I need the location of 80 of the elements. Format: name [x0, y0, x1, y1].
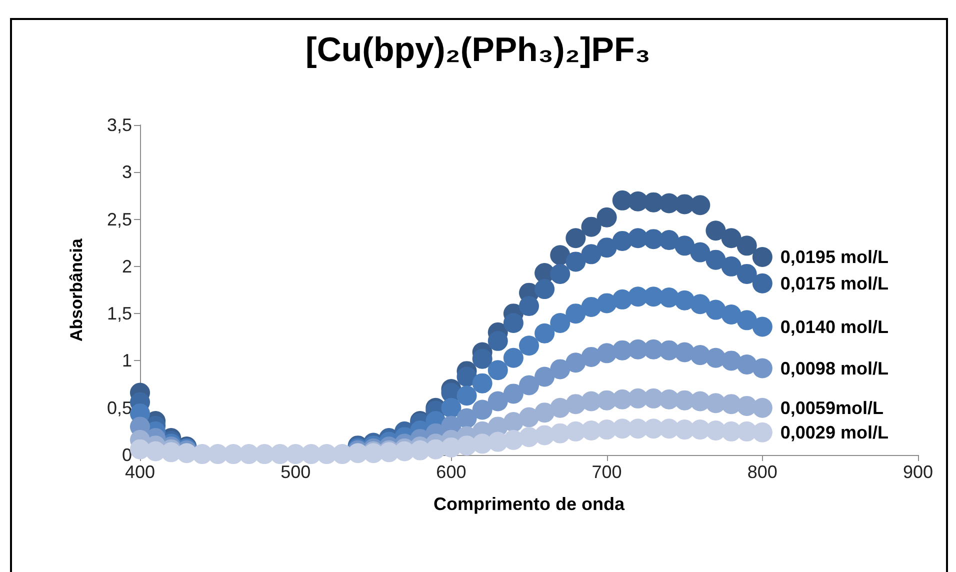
- point: [456, 366, 477, 387]
- point: [690, 294, 710, 314]
- y-axis-title: Absorbância: [67, 238, 86, 342]
- series-label: 0,0098 mol/L: [780, 358, 888, 378]
- x-tick-label: 800: [747, 462, 778, 482]
- point: [596, 207, 617, 228]
- point: [566, 252, 586, 272]
- point: [752, 398, 772, 418]
- x-tick-label: 400: [124, 462, 156, 482]
- y-tick-label: 0: [122, 445, 132, 465]
- point: [456, 386, 477, 406]
- y-tick-label: 2,5: [106, 209, 132, 230]
- point: [488, 391, 508, 412]
- y-tick-label: 0,5: [106, 398, 132, 418]
- point: [674, 290, 695, 310]
- point: [488, 360, 508, 380]
- y-tick-label: 1: [122, 350, 132, 371]
- y-tick-label: 1,5: [106, 304, 132, 324]
- point: [581, 216, 602, 237]
- point: [736, 236, 757, 256]
- point: [566, 228, 586, 248]
- point: [441, 398, 462, 418]
- series-label: 0,0029 mol/L: [780, 422, 888, 442]
- point: [706, 300, 726, 320]
- point: [566, 304, 586, 324]
- point: [596, 238, 617, 258]
- point: [534, 402, 555, 423]
- point: [534, 323, 555, 344]
- x-tick-label: 900: [902, 462, 934, 482]
- point: [721, 256, 742, 276]
- point: [690, 195, 710, 216]
- point: [690, 242, 710, 262]
- point: [519, 375, 539, 396]
- point: [736, 264, 757, 284]
- series-label: 0,0175 mol/L: [780, 273, 888, 294]
- point: [581, 244, 602, 264]
- point: [752, 273, 772, 294]
- point: [519, 296, 539, 316]
- chart-title: [Cu(bpy)₂(PPh₃)₂]PF₃: [306, 31, 650, 69]
- point: [550, 264, 570, 284]
- point: [566, 352, 586, 373]
- point: [752, 316, 772, 337]
- point: [519, 336, 539, 356]
- point: [581, 296, 602, 317]
- point: [472, 348, 492, 369]
- point: [736, 310, 757, 330]
- point: [503, 384, 524, 404]
- point: [706, 250, 726, 270]
- point: [752, 358, 772, 378]
- x-tick-label: 600: [436, 462, 466, 482]
- y-tick-label: 2: [122, 256, 132, 276]
- y-tick-label: 3: [122, 162, 132, 182]
- point: [752, 247, 772, 267]
- point: [456, 408, 477, 428]
- point: [503, 348, 524, 368]
- point: [503, 313, 524, 333]
- x-tick-label: 500: [280, 462, 311, 482]
- point: [488, 330, 508, 351]
- x-axis-title: Comprimento de onda: [433, 494, 626, 514]
- point: [550, 398, 570, 418]
- point: [706, 220, 726, 241]
- series-label: 0,0059mol/L: [780, 398, 884, 418]
- point: [472, 400, 492, 420]
- point: [472, 373, 492, 394]
- point: [721, 304, 742, 325]
- point: [534, 279, 555, 300]
- series-label: 0,0195 mol/L: [780, 247, 888, 267]
- point: [581, 346, 602, 367]
- point: [674, 236, 695, 256]
- point: [659, 230, 680, 250]
- point: [550, 245, 570, 266]
- x-tick-label: 700: [592, 462, 622, 482]
- point: [721, 228, 742, 248]
- point: [752, 422, 772, 442]
- point: [519, 407, 539, 428]
- series-label: 0,0140 mol/L: [780, 316, 888, 337]
- point: [550, 313, 570, 333]
- point: [550, 359, 570, 380]
- y-tick-label: 3,5: [106, 115, 132, 135]
- point: [534, 366, 555, 387]
